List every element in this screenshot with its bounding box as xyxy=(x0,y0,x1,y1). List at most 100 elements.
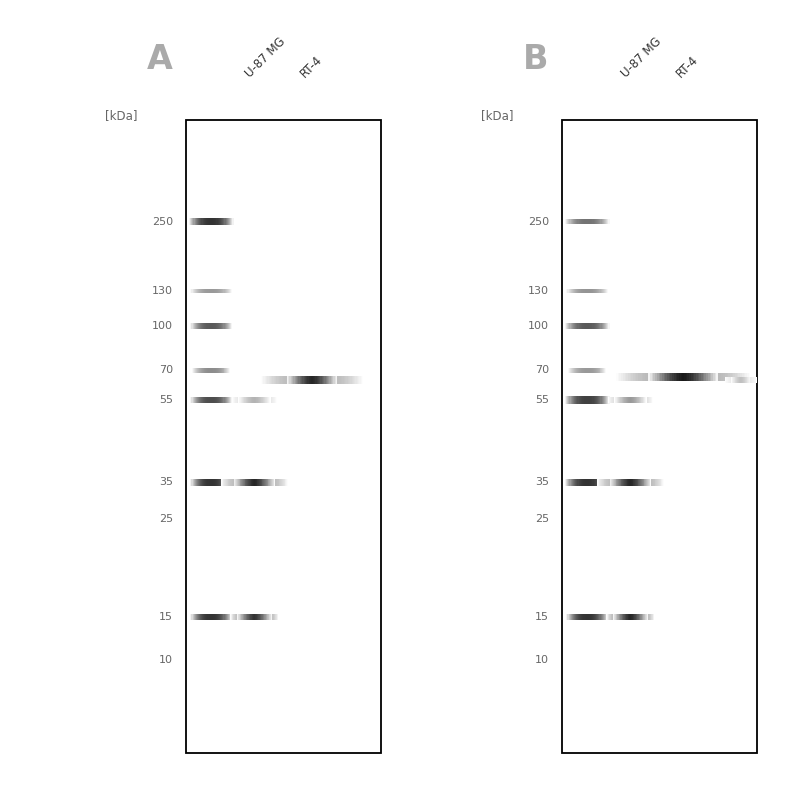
Bar xyxy=(714,373,716,381)
Bar xyxy=(607,289,608,294)
Bar xyxy=(226,218,228,225)
Bar xyxy=(230,479,231,486)
Bar xyxy=(341,376,342,384)
Bar xyxy=(313,376,314,384)
Bar xyxy=(355,376,357,384)
Bar xyxy=(605,368,606,373)
Bar xyxy=(282,479,283,486)
Bar xyxy=(574,219,575,224)
Bar xyxy=(655,373,657,381)
Bar xyxy=(340,376,341,384)
Bar xyxy=(636,479,637,486)
Bar xyxy=(191,614,193,620)
Bar xyxy=(596,219,597,224)
Bar xyxy=(732,373,734,381)
Bar xyxy=(604,479,605,486)
Bar xyxy=(605,614,606,620)
Bar xyxy=(201,479,202,486)
Bar xyxy=(279,376,280,384)
Bar xyxy=(212,323,213,329)
Bar xyxy=(566,396,567,404)
Bar xyxy=(645,479,646,486)
Bar xyxy=(213,397,214,403)
Bar xyxy=(602,479,604,486)
Bar xyxy=(345,376,346,384)
Bar xyxy=(583,289,585,294)
Bar xyxy=(202,218,204,225)
Bar xyxy=(584,479,586,486)
Text: 130: 130 xyxy=(528,286,549,296)
Bar xyxy=(567,479,568,486)
Bar xyxy=(359,376,361,384)
Bar xyxy=(213,323,214,329)
Bar xyxy=(650,373,652,381)
Bar xyxy=(224,479,225,486)
Bar xyxy=(646,479,647,486)
Bar xyxy=(607,614,608,620)
Bar xyxy=(718,373,720,381)
Bar xyxy=(579,289,580,294)
Bar xyxy=(586,289,588,294)
Bar xyxy=(208,368,209,373)
Bar xyxy=(197,289,198,294)
Bar xyxy=(652,479,653,486)
Bar xyxy=(334,376,336,384)
Bar xyxy=(601,396,602,404)
Bar xyxy=(570,614,572,620)
Bar xyxy=(726,373,728,381)
Bar xyxy=(607,479,608,486)
Bar xyxy=(606,479,607,486)
Bar xyxy=(229,479,230,486)
Bar xyxy=(252,479,253,486)
Bar xyxy=(263,376,265,384)
Bar xyxy=(229,289,230,294)
Text: 100: 100 xyxy=(528,321,549,331)
Bar xyxy=(594,368,595,373)
Bar xyxy=(576,289,577,294)
Bar xyxy=(734,373,735,381)
Bar xyxy=(583,323,584,329)
Bar xyxy=(266,376,267,384)
Bar xyxy=(588,396,589,404)
Bar xyxy=(201,323,202,329)
Bar xyxy=(218,479,219,486)
Bar xyxy=(234,479,235,486)
Bar xyxy=(630,373,631,381)
Bar xyxy=(221,368,222,373)
Bar xyxy=(354,376,355,384)
Bar xyxy=(626,479,627,486)
Bar xyxy=(317,376,318,384)
Bar xyxy=(606,219,607,224)
Bar xyxy=(747,373,749,381)
Bar xyxy=(742,373,743,381)
Bar xyxy=(190,614,191,620)
Bar xyxy=(280,376,282,384)
Bar xyxy=(249,479,250,486)
Bar xyxy=(621,373,623,381)
Bar xyxy=(237,479,238,486)
Bar xyxy=(223,218,225,225)
Bar xyxy=(231,218,233,225)
Bar xyxy=(315,376,317,384)
Bar xyxy=(578,396,580,404)
Bar xyxy=(609,323,610,329)
Bar xyxy=(210,614,212,620)
Bar xyxy=(657,479,658,486)
Bar xyxy=(588,289,589,294)
Bar xyxy=(598,614,599,620)
Bar xyxy=(629,479,630,486)
Bar xyxy=(267,479,269,486)
Bar xyxy=(199,218,200,225)
Bar xyxy=(609,479,610,486)
Bar xyxy=(578,614,579,620)
Bar xyxy=(594,289,595,294)
Bar xyxy=(649,479,650,486)
Bar xyxy=(207,218,208,225)
Bar xyxy=(592,396,594,404)
Bar xyxy=(576,396,578,404)
Bar xyxy=(255,479,256,486)
Bar xyxy=(202,323,203,329)
Bar xyxy=(311,376,313,384)
Bar xyxy=(595,614,596,620)
Bar xyxy=(601,479,602,486)
